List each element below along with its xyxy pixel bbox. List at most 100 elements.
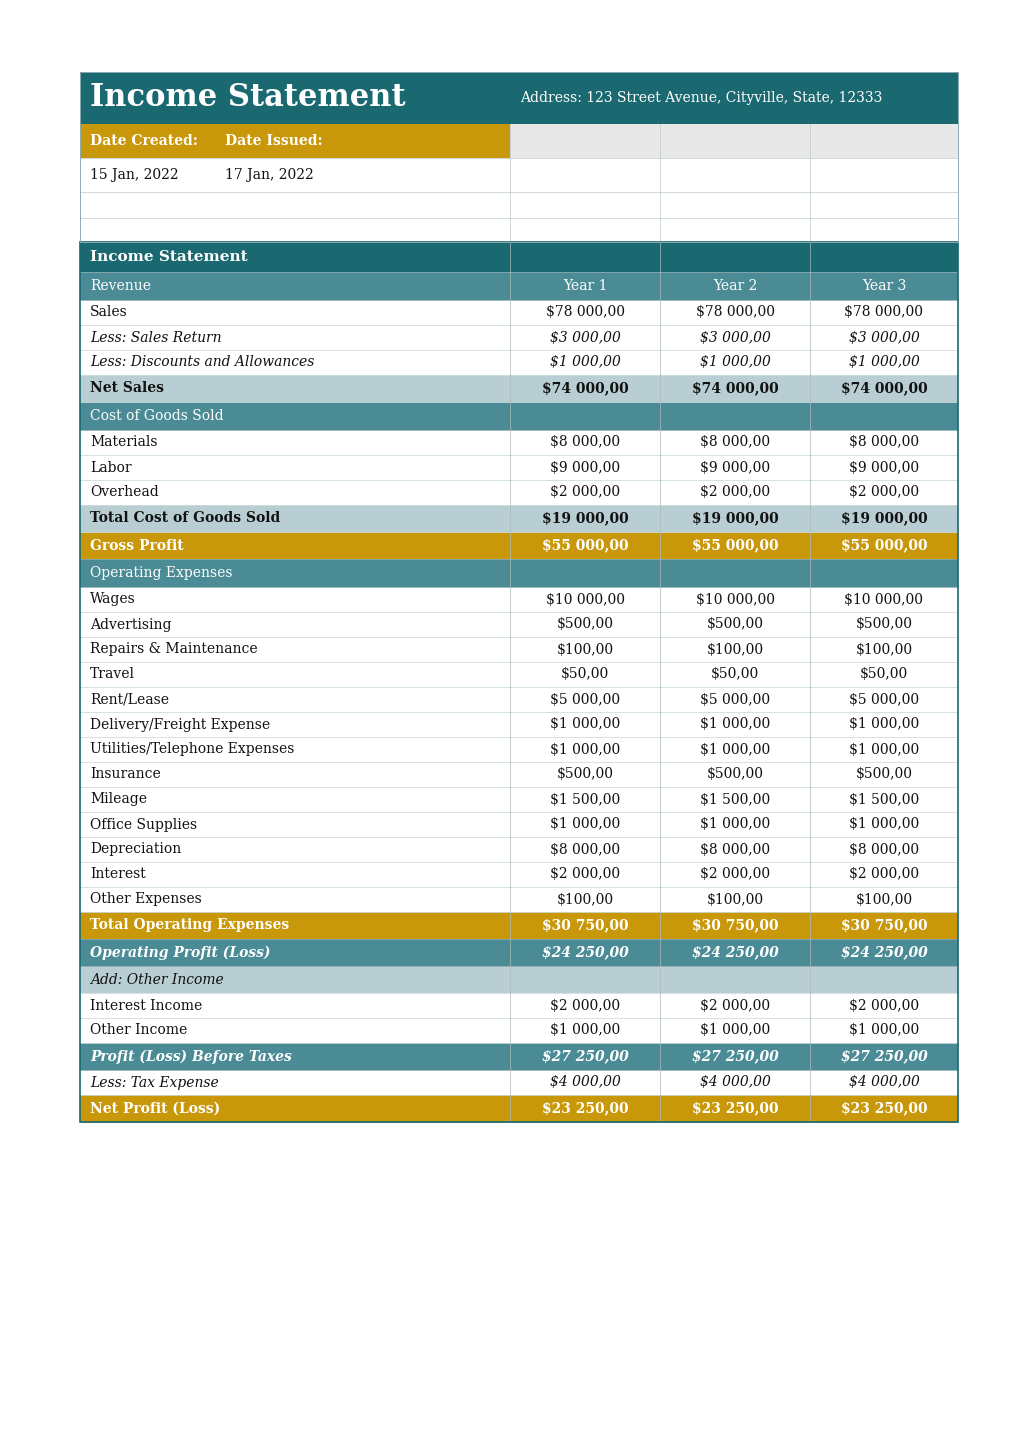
Bar	[510, 1019, 660, 1043]
Bar	[810, 325, 958, 351]
Text: Insurance: Insurance	[90, 768, 161, 781]
Text: Materials: Materials	[90, 436, 158, 449]
Text: Other Income: Other Income	[90, 1023, 187, 1037]
Text: $1 000,00: $1 000,00	[849, 717, 920, 732]
Text: $78 000,00: $78 000,00	[845, 306, 924, 319]
Text: $30 750,00: $30 750,00	[542, 919, 629, 933]
Text: Rent/Lease: Rent/Lease	[90, 693, 169, 707]
Text: $1 000,00: $1 000,00	[550, 717, 621, 732]
Text: $8 000,00: $8 000,00	[550, 436, 621, 449]
Text: Total Operating Expenses: Total Operating Expenses	[90, 919, 289, 933]
Bar	[510, 1095, 660, 1122]
Text: $9 000,00: $9 000,00	[700, 461, 770, 474]
Text: $500,00: $500,00	[855, 617, 912, 632]
Text: $500,00: $500,00	[707, 617, 764, 632]
Bar	[80, 325, 510, 351]
Text: $24 250,00: $24 250,00	[691, 946, 778, 959]
Text: $3 000,00: $3 000,00	[550, 330, 621, 345]
Bar	[660, 587, 810, 611]
Bar	[810, 711, 958, 738]
Bar	[80, 1069, 510, 1095]
Text: Operating Profit (Loss): Operating Profit (Loss)	[90, 945, 270, 959]
Bar	[510, 300, 660, 325]
Bar	[510, 125, 660, 158]
Text: $74 000,00: $74 000,00	[691, 381, 778, 396]
Bar	[810, 993, 958, 1019]
Bar	[660, 272, 810, 300]
Bar	[660, 401, 810, 430]
Bar	[80, 587, 510, 611]
Bar	[510, 272, 660, 300]
Text: Less: Tax Expense: Less: Tax Expense	[90, 1075, 219, 1090]
Bar	[510, 242, 660, 272]
Text: $8 000,00: $8 000,00	[700, 842, 770, 856]
Bar	[810, 532, 958, 559]
Text: Other Expenses: Other Expenses	[90, 893, 202, 907]
Text: $23 250,00: $23 250,00	[691, 1101, 778, 1116]
Bar	[660, 455, 810, 480]
Bar	[510, 838, 660, 862]
Bar	[660, 559, 810, 587]
Bar	[510, 158, 660, 193]
Bar	[80, 72, 958, 125]
Bar	[510, 430, 660, 455]
Bar	[80, 966, 510, 993]
Bar	[660, 242, 810, 272]
Bar	[80, 611, 510, 638]
Text: Depreciation: Depreciation	[90, 842, 181, 856]
Text: $100,00: $100,00	[855, 893, 912, 907]
Text: $4 000,00: $4 000,00	[699, 1075, 770, 1090]
Text: $55 000,00: $55 000,00	[542, 539, 629, 552]
Text: $1 500,00: $1 500,00	[849, 793, 920, 807]
Text: $2 000,00: $2 000,00	[550, 485, 621, 500]
Text: $8 000,00: $8 000,00	[849, 436, 920, 449]
Bar	[510, 351, 660, 375]
Bar	[510, 325, 660, 351]
Text: $50,00: $50,00	[561, 668, 609, 681]
Bar	[660, 158, 810, 193]
Text: Net Profit (Loss): Net Profit (Loss)	[90, 1101, 220, 1116]
Text: Advertising: Advertising	[90, 617, 171, 632]
Bar	[660, 430, 810, 455]
Bar	[80, 1043, 510, 1069]
Bar	[510, 662, 660, 687]
Text: Mileage: Mileage	[90, 793, 147, 807]
Bar	[660, 532, 810, 559]
Text: 17 Jan, 2022: 17 Jan, 2022	[225, 168, 313, 183]
Bar	[510, 401, 660, 430]
Bar	[80, 272, 510, 300]
Text: Operating Expenses: Operating Expenses	[90, 567, 232, 580]
Text: $500,00: $500,00	[556, 768, 613, 781]
Bar	[660, 125, 810, 158]
Text: Repairs & Maintenance: Repairs & Maintenance	[90, 642, 258, 656]
Bar	[810, 762, 958, 787]
Bar	[660, 1095, 810, 1122]
Text: $1 000,00: $1 000,00	[550, 742, 621, 756]
Bar	[810, 300, 958, 325]
Bar	[510, 559, 660, 587]
Bar	[660, 325, 810, 351]
Bar	[80, 242, 958, 1122]
Bar	[510, 887, 660, 911]
Text: Interest: Interest	[90, 868, 145, 881]
Bar	[510, 455, 660, 480]
Text: $23 250,00: $23 250,00	[841, 1101, 928, 1116]
Text: Less: Discounts and Allowances: Less: Discounts and Allowances	[90, 355, 314, 369]
Text: $2 000,00: $2 000,00	[700, 998, 770, 1013]
Bar	[80, 72, 958, 242]
Bar	[80, 300, 510, 325]
Bar	[510, 687, 660, 711]
Text: $1 000,00: $1 000,00	[550, 355, 621, 369]
Text: Total Cost of Goods Sold: Total Cost of Goods Sold	[90, 511, 281, 526]
Text: $1 500,00: $1 500,00	[550, 793, 621, 807]
Text: $4 000,00: $4 000,00	[849, 1075, 920, 1090]
Text: $78 000,00: $78 000,00	[695, 306, 774, 319]
Bar	[510, 762, 660, 787]
Bar	[660, 966, 810, 993]
Bar	[80, 375, 510, 401]
Bar	[810, 738, 958, 762]
Text: $2 000,00: $2 000,00	[849, 868, 920, 881]
Text: $30 750,00: $30 750,00	[691, 919, 778, 933]
Text: $30 750,00: $30 750,00	[841, 919, 928, 933]
Text: $500,00: $500,00	[855, 768, 912, 781]
